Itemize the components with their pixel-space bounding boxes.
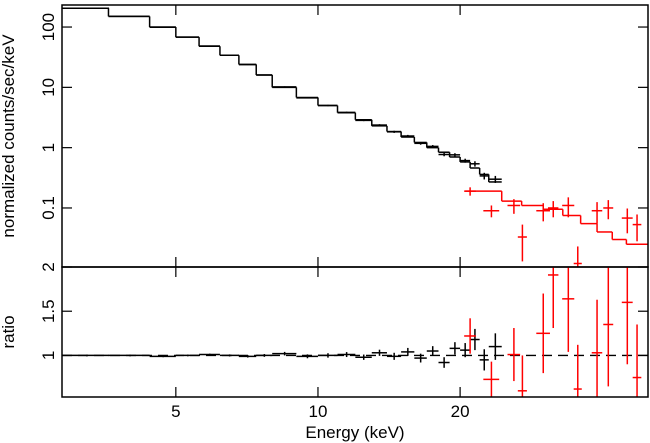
x-tick-label: 20 [451, 402, 470, 421]
y-tick-label: 1.5 [39, 299, 58, 323]
y-tick-label: 0.1 [39, 196, 58, 220]
panel-frame [61, 266, 649, 398]
y-axis-label: ratio [0, 315, 18, 348]
y-tick-label: 10 [39, 78, 58, 97]
x-tick-label: 10 [309, 402, 328, 421]
y-tick-label: 1 [39, 143, 58, 152]
panel-frame [61, 4, 649, 268]
y-tick-label: 2 [39, 262, 58, 271]
y-tick-label: 1 [39, 351, 58, 360]
x-axis-label: Energy (keV) [305, 423, 404, 442]
x-tick-label: 5 [171, 402, 180, 421]
y-tick-label: 100 [39, 13, 58, 41]
y-axis-label: normalized counts/sec/keV [0, 34, 18, 238]
plot-area [62, 267, 648, 397]
plot-area [62, 7, 648, 267]
